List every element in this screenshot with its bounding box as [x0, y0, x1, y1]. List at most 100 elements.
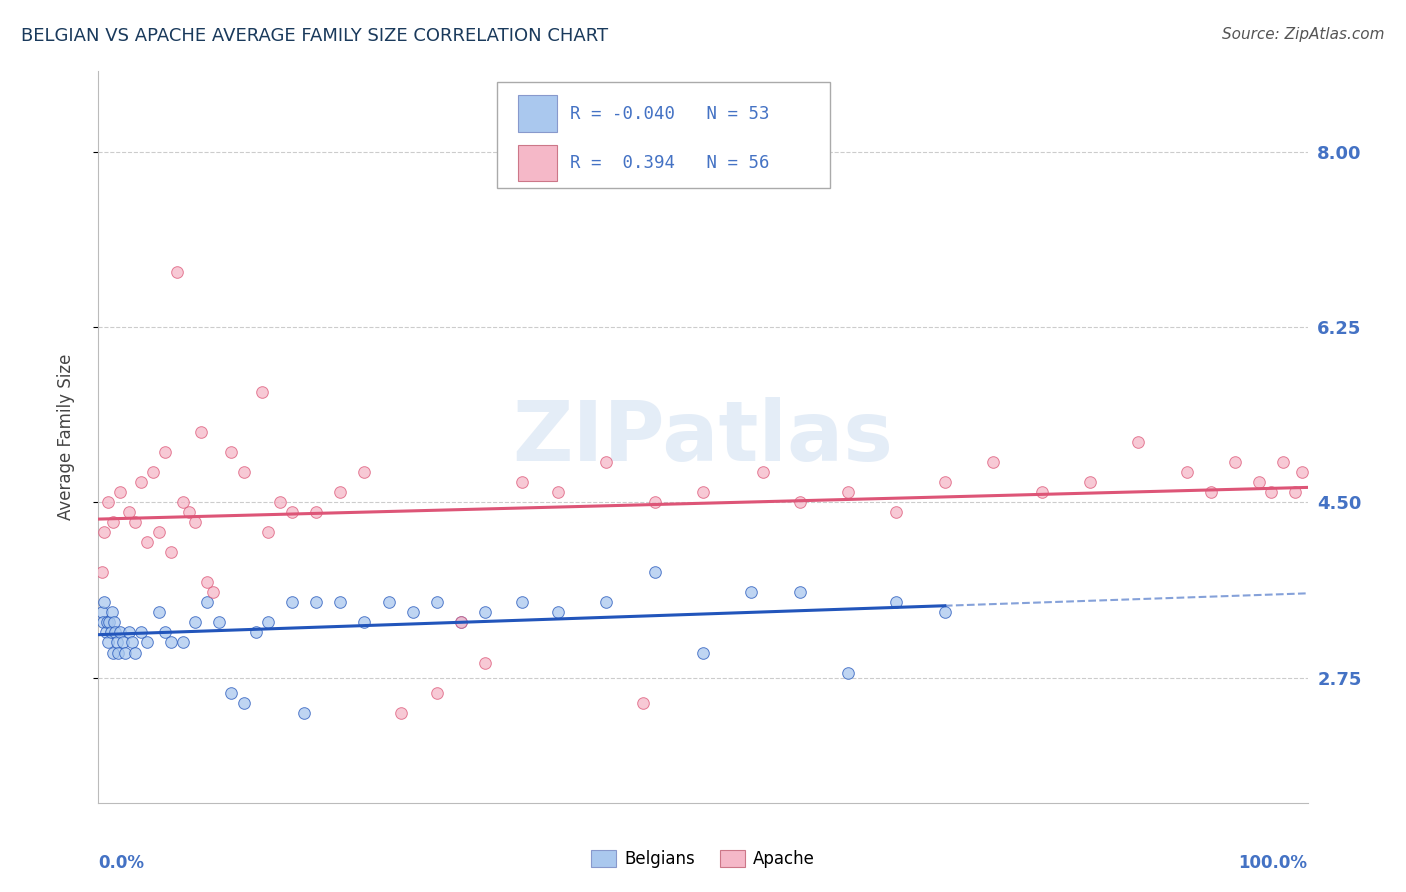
Point — [329, 595, 352, 609]
Point — [124, 515, 146, 529]
Point — [1223, 455, 1246, 469]
Point — [1078, 475, 1101, 490]
Point — [108, 485, 131, 500]
Point — [292, 706, 315, 720]
Point — [644, 566, 666, 580]
Point — [195, 595, 218, 609]
Point — [1272, 455, 1295, 469]
Point — [1031, 485, 1053, 500]
Point — [377, 595, 399, 609]
Point — [631, 696, 654, 710]
Bar — [517, 145, 557, 181]
Point — [104, 625, 127, 640]
Point — [256, 615, 278, 630]
Point — [179, 505, 201, 519]
Point — [93, 595, 115, 609]
Point — [97, 635, 120, 649]
Point — [160, 635, 183, 649]
Point — [118, 625, 141, 640]
Point — [245, 625, 267, 640]
Point — [105, 635, 128, 649]
Point — [426, 685, 449, 699]
Text: R =  0.394   N = 56: R = 0.394 N = 56 — [569, 154, 769, 172]
Point — [510, 595, 533, 609]
Point — [118, 505, 141, 519]
Point — [886, 595, 908, 609]
Point — [100, 606, 122, 620]
Point — [1249, 475, 1271, 490]
Point — [124, 646, 146, 660]
Point — [547, 485, 569, 500]
Point — [256, 525, 278, 540]
Point — [886, 505, 908, 519]
Point — [740, 585, 762, 599]
Point — [232, 696, 254, 710]
Point — [692, 646, 714, 660]
Point — [595, 455, 617, 469]
Point — [202, 585, 225, 599]
Point — [221, 685, 243, 699]
Point — [329, 485, 352, 500]
Point — [450, 615, 472, 630]
Point — [107, 646, 129, 660]
Legend: Belgians, Apache: Belgians, Apache — [583, 844, 823, 875]
Text: Source: ZipAtlas.com: Source: ZipAtlas.com — [1222, 27, 1385, 42]
Point — [402, 606, 425, 620]
Point — [837, 665, 859, 680]
Point — [91, 615, 114, 630]
Point — [474, 656, 496, 670]
Point — [450, 615, 472, 630]
Point — [153, 445, 176, 459]
Point — [166, 265, 188, 279]
Point — [1128, 435, 1150, 450]
Point — [195, 575, 218, 590]
Point — [135, 535, 157, 549]
Text: BELGIAN VS APACHE AVERAGE FAMILY SIZE CORRELATION CHART: BELGIAN VS APACHE AVERAGE FAMILY SIZE CO… — [21, 27, 609, 45]
Point — [510, 475, 533, 490]
Point — [595, 595, 617, 609]
Point — [172, 635, 194, 649]
Point — [148, 525, 170, 540]
Point — [96, 615, 118, 630]
Point — [94, 625, 117, 640]
Point — [281, 505, 304, 519]
Point — [111, 635, 134, 649]
Point — [269, 495, 291, 509]
Point — [305, 595, 328, 609]
Point — [101, 646, 124, 660]
Point — [547, 606, 569, 620]
Point — [153, 625, 176, 640]
Point — [353, 465, 375, 479]
Point — [250, 384, 273, 399]
Point — [1175, 465, 1198, 479]
Point — [142, 465, 165, 479]
Point — [121, 635, 143, 649]
Point — [101, 515, 124, 529]
Point — [1291, 465, 1313, 479]
Point — [190, 425, 212, 439]
Point — [1199, 485, 1222, 500]
Point — [160, 545, 183, 559]
Point — [981, 455, 1004, 469]
Point — [389, 706, 412, 720]
FancyBboxPatch shape — [498, 82, 830, 188]
Point — [232, 465, 254, 479]
Point — [100, 625, 122, 640]
Point — [129, 625, 152, 640]
Point — [1284, 485, 1306, 500]
Point — [184, 615, 207, 630]
Y-axis label: Average Family Size: Average Family Size — [56, 354, 75, 520]
Point — [208, 615, 231, 630]
Point — [129, 475, 152, 490]
Point — [789, 585, 811, 599]
Point — [353, 615, 375, 630]
Point — [644, 495, 666, 509]
Point — [692, 485, 714, 500]
Point — [91, 606, 114, 620]
Point — [172, 495, 194, 509]
Point — [305, 505, 328, 519]
Text: 100.0%: 100.0% — [1239, 854, 1308, 872]
Point — [752, 465, 775, 479]
Point — [108, 625, 131, 640]
Point — [474, 606, 496, 620]
